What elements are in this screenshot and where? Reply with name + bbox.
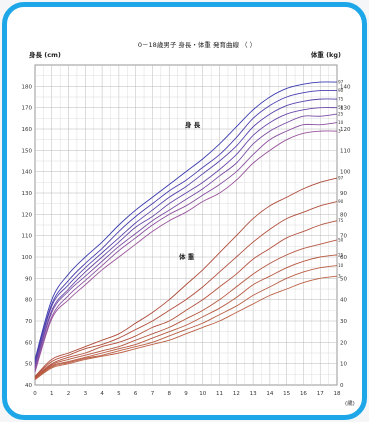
weight-annotation: 体 重 [179,252,195,261]
x-tick-label: 7 [151,391,155,397]
height-annotation: 身 長 [185,120,201,129]
x-tick-label: 4 [100,391,104,397]
curve-label-weight-3: 3 [338,274,341,279]
y-left-tick-label: 140 [22,170,33,176]
chart-title: 0－18歳男子 身長・体重 発育曲線 （ ） [138,40,256,49]
y-right-tick-label: 130 [340,106,351,112]
y-right-tick-label: 100 [340,170,351,176]
series-line-weight-3 [34,275,338,381]
curve-label-height-75: 75 [338,97,344,102]
y-right-tick-label: 30 [340,319,347,325]
x-tick-label: 18 [334,391,341,397]
series-line-weight-25 [34,254,338,379]
y-right-tick-label: 80 [340,212,347,218]
y-left-label: 身長 (cm) [29,50,61,59]
y-left-ticks: 40 50 60 70 80 90 100 110 120 130 140 150 160 170 180 [22,84,33,389]
curve-label-height-25: 25 [338,112,344,117]
x-tick-label: 2 [67,391,71,397]
series-line-weight-50 [34,239,338,379]
y-right-tick-label: 120 [340,127,351,133]
y-right-tick-label: 20 [340,340,347,346]
series-line-height-10 [34,122,338,371]
x-tick-label: 15 [283,391,290,397]
y-left-tick-label: 60 [25,340,32,346]
x-ticks: 0 1 2 3 4 5 6 7 8 9 10 11 12 13 14 15 16 17 18 [33,391,341,397]
y-left-tick-label: 80 [25,298,32,304]
curve-label-height-10: 10 [338,120,344,125]
y-right-ticks: 0 10 20 30 40 50 60 70 80 90 100 110 120 130 140 [340,84,351,389]
y-right-tick-label: 0 [340,383,344,389]
curve-label-height-3: 3 [338,129,341,134]
growth-chart: 0－18歳男子 身長・体重 発育曲線 （ ） 身長 (cm) 体重 (kg) 4… [22,40,355,407]
x-unit-label: (歳) [345,399,355,407]
x-tick-label: 5 [117,391,121,397]
y-left-tick-label: 130 [22,191,33,197]
x-tick-label: 14 [266,391,273,397]
y-left-tick-label: 120 [22,212,33,218]
x-tick-label: 1 [50,391,54,397]
series-line-height-50 [34,107,338,366]
y-left-tick-label: 160 [22,127,33,133]
x-tick-label: 12 [233,391,240,397]
series-line-height-3 [34,130,338,373]
x-tick-label: 16 [300,391,307,397]
y-right-tick-label: 40 [340,298,347,304]
curve-label-weight-50: 50 [338,237,344,242]
y-left-tick-label: 70 [25,319,32,325]
y-right-tick-label: 140 [340,84,351,90]
x-tick-label: 17 [317,391,324,397]
series-line-height-25 [34,113,338,369]
series-line-height-90 [34,89,338,362]
x-tick-label: 8 [167,391,171,397]
x-tick-label: 9 [184,391,188,397]
series-line-weight-10 [34,265,338,380]
series-line-height-75 [34,98,338,364]
y-right-tick-label: 90 [340,191,347,197]
y-right-tick-label: 70 [340,234,347,240]
x-tick-label: 3 [84,391,88,397]
y-left-tick-label: 90 [25,276,32,282]
series-line-weight-75 [34,220,338,378]
series-line-height-97 [34,81,338,360]
curve-label-weight-10: 10 [338,263,344,268]
y-left-tick-label: 170 [22,106,33,112]
y-right-tick-label: 50 [340,276,347,282]
curve-label-weight-90: 90 [338,199,344,204]
curve-label-height-97: 97 [338,80,344,85]
grid [34,64,338,386]
series-line-weight-97 [34,177,338,377]
chart-card: 0－18歳男子 身長・体重 発育曲線 （ ） 身長 (cm) 体重 (kg) 4… [2,2,367,420]
x-tick-label: 13 [250,391,257,397]
y-right-tick-label: 110 [340,148,351,154]
y-left-tick-label: 50 [25,362,32,368]
y-left-tick-label: 100 [22,255,33,261]
curve-label-weight-97: 97 [338,176,344,181]
curve-label-height-50: 50 [338,105,344,110]
x-tick-label: 0 [33,391,37,397]
x-tick-label: 11 [216,391,223,397]
y-left-tick-label: 150 [22,148,33,154]
curve-label-weight-25: 25 [338,252,344,257]
x-tick-label: 10 [199,391,206,397]
curve-labels: 97 90 75 50 25 10 3 97 90 75 50 25 10 3 [338,80,344,279]
series-line-weight-90 [34,201,338,378]
curve-label-height-90: 90 [338,88,344,93]
series-group [34,81,338,381]
y-left-tick-label: 180 [22,84,33,90]
y-left-tick-label: 110 [22,234,33,240]
y-right-tick-label: 60 [340,255,347,261]
x-tick-label: 6 [134,391,138,397]
y-right-label: 体重 (kg) [311,50,341,59]
y-left-tick-label: 40 [25,383,32,389]
y-right-tick-label: 10 [340,362,347,368]
curve-label-weight-75: 75 [338,218,344,223]
